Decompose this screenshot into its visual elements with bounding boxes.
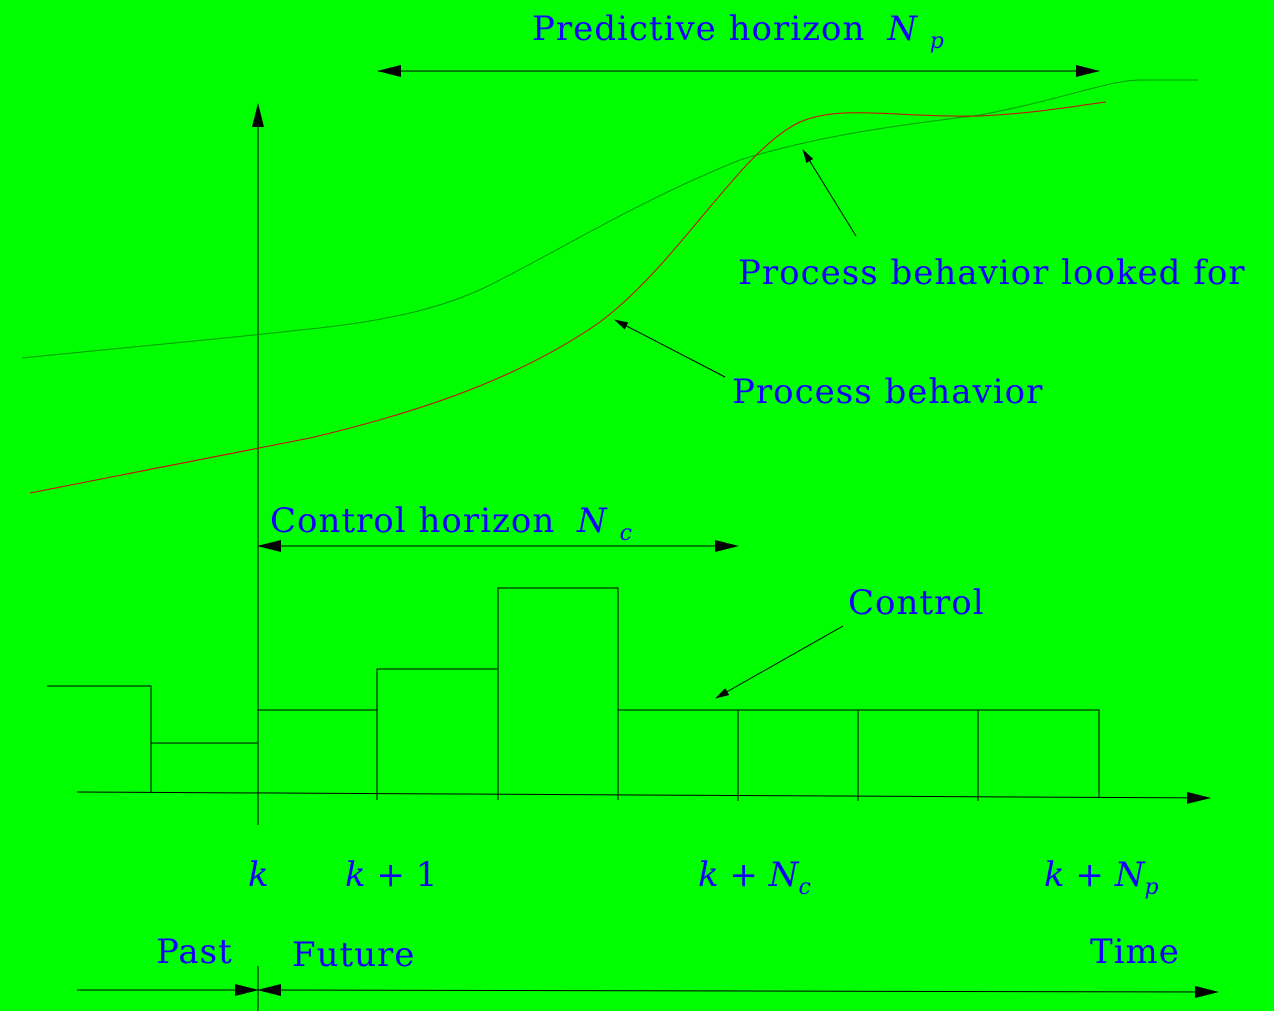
- control-label: Control: [848, 583, 985, 623]
- process-behavior-label: Process behavior: [732, 372, 1043, 412]
- looked-for-pointer-arrow: [802, 149, 857, 237]
- process-looked-for-curve: [21, 79, 1198, 359]
- tick-label-k-plus-1: k + 1: [345, 855, 437, 895]
- process-behavior-curve: [29, 101, 1107, 494]
- past-label: Past: [156, 932, 233, 972]
- tick-label-k-plus-np: k + Np: [1044, 855, 1159, 900]
- process-looked-for-label: Process behavior looked for: [738, 253, 1246, 293]
- future-arrow: [257, 984, 1219, 998]
- time-label: Time: [1090, 932, 1180, 972]
- control-pointer-arrow: [715, 625, 844, 699]
- future-label: Future: [292, 935, 415, 975]
- process-behavior-pointer-arrow: [614, 319, 726, 378]
- predictive-horizon-label: Predictive horizon N p: [532, 9, 945, 54]
- control-horizon-label: Control horizon N c: [270, 501, 633, 546]
- tick-label-k-plus-nc: k + Nc: [698, 855, 811, 900]
- time-axis: [76, 791, 1211, 804]
- tick-label-k: k: [248, 855, 269, 895]
